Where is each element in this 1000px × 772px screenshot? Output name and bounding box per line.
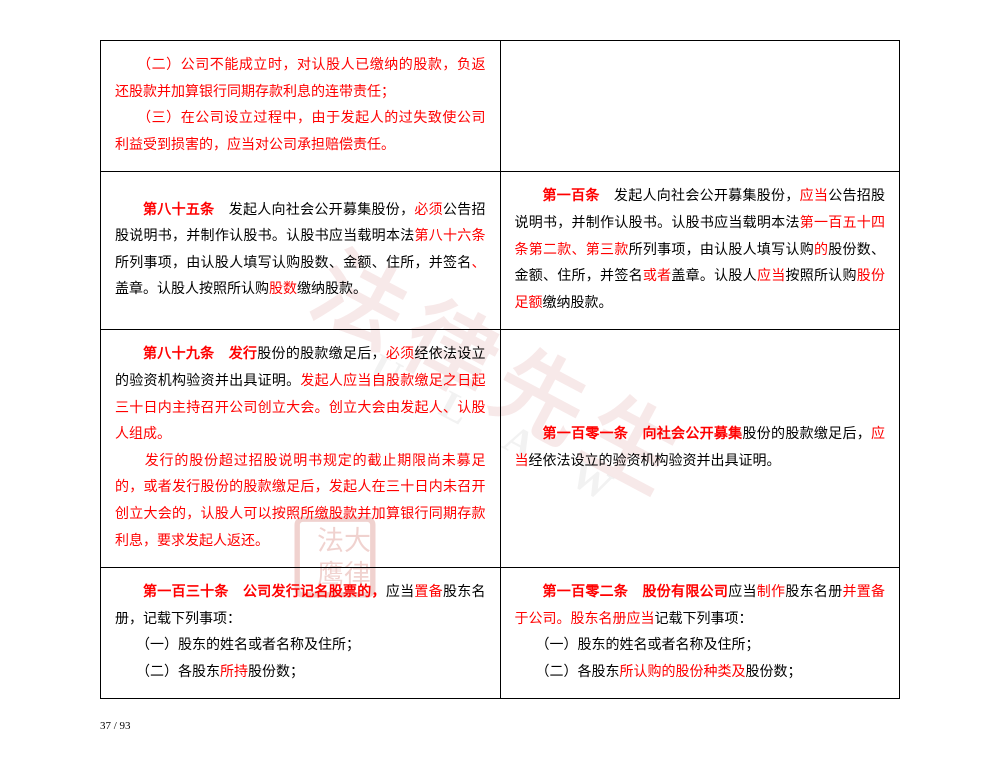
cell-right-1 [500,41,900,172]
para: （三）在公司设立过程中，由于发起人的过失致使公司利益受到损害的，应当对公司承担赔… [115,106,486,159]
cell-right-4: 第一百零二条 股份有限公司应当制作股东名册并置备于公司。股东名册应当记载下列事项… [500,568,900,699]
para: 发行的股份超过招股说明书规定的截止期限尚未募足的，或者发行股份的股款缴足后，发起… [115,449,486,555]
para: 第八十九条 发行股份的股款缴足后，必须经依法设立的验资机构验资并出具证明。发起人… [115,342,486,448]
table-row: 第一百三十条 公司发行记名股票的，应当置备股东名册，记载下列事项： （一）股东的… [101,568,900,699]
list-item: （一）股东的姓名或者名称及住所； [515,633,886,660]
list-item: （二）各股东所认购的股份种类及股份数； [515,660,886,687]
para: 第一百三十条 公司发行记名股票的，应当置备股东名册，记载下列事项： [115,580,486,633]
table-row: （二）公司不能成立时，对认股人已缴纳的股款，负返还股款并加算银行同期存款利息的连… [101,41,900,172]
para: 第一百条 发起人向社会公开募集股份，应当公告招股说明书，并制作认股书。认股书应当… [515,184,886,317]
table-row: 第八十五条 发起人向社会公开募集股份，必须公告招股说明书，并制作认股书。认股书应… [101,172,900,330]
list-item: （一）股东的姓名或者名称及住所； [115,633,486,660]
page-number: 37 / 93 [100,716,131,737]
para: （二）公司不能成立时，对认股人已缴纳的股款，负返还股款并加算银行同期存款利息的连… [115,53,486,106]
cell-left-4: 第一百三十条 公司发行记名股票的，应当置备股东名册，记载下列事项： （一）股东的… [101,568,501,699]
para: 第一百零二条 股份有限公司应当制作股东名册并置备于公司。股东名册应当记载下列事项… [515,580,886,633]
cell-left-1: （二）公司不能成立时，对认股人已缴纳的股款，负返还股款并加算银行同期存款利息的连… [101,41,501,172]
comparison-table: （二）公司不能成立时，对认股人已缴纳的股款，负返还股款并加算银行同期存款利息的连… [100,40,900,699]
list-item: （二）各股东所持股份数； [115,660,486,687]
table-row: 第八十九条 发行股份的股款缴足后，必须经依法设立的验资机构验资并出具证明。发起人… [101,330,900,568]
cell-right-2: 第一百条 发起人向社会公开募集股份，应当公告招股说明书，并制作认股书。认股书应当… [500,172,900,330]
cell-left-2: 第八十五条 发起人向社会公开募集股份，必须公告招股说明书，并制作认股书。认股书应… [101,172,501,330]
para: 第八十五条 发起人向社会公开募集股份，必须公告招股说明书，并制作认股书。认股书应… [115,198,486,304]
cell-left-3: 第八十九条 发行股份的股款缴足后，必须经依法设立的验资机构验资并出具证明。发起人… [101,330,501,568]
para: 第一百零一条 向社会公开募集股份的股款缴足后，应当经依法设立的验资机构验资并出具… [515,422,886,475]
cell-right-3: 第一百零一条 向社会公开募集股份的股款缴足后，应当经依法设立的验资机构验资并出具… [500,330,900,568]
